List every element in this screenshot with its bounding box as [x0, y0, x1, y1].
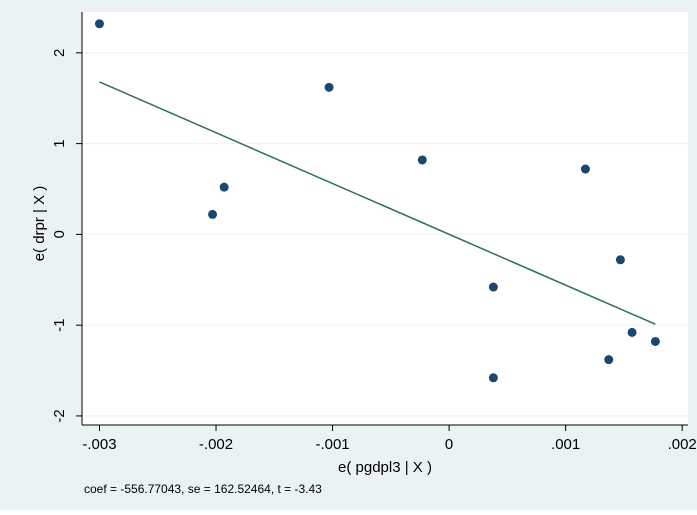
y-axis-title: e( drpr | X )	[31, 186, 48, 262]
data-point	[604, 355, 614, 365]
data-point	[219, 182, 229, 192]
x-tick-label: -.003	[82, 436, 116, 453]
y-tick-label: -1	[51, 318, 68, 331]
x-tick-label: -.002	[199, 436, 233, 453]
data-point	[580, 164, 590, 174]
scatter-points	[94, 19, 660, 383]
plot-area	[82, 12, 688, 425]
fitted-line	[99, 81, 656, 325]
fit-line-layer	[99, 81, 656, 325]
x-axis-title: e( pgdpl3 | X )	[338, 459, 432, 476]
y-tick-label: 2	[51, 49, 68, 57]
y-tick-label: -2	[51, 409, 68, 422]
data-point	[627, 327, 637, 337]
data-point	[417, 155, 427, 165]
y-tick-label: 1	[51, 139, 68, 147]
data-point	[208, 209, 218, 219]
data-point	[488, 373, 498, 383]
data-point	[488, 282, 498, 292]
data-point	[324, 82, 334, 92]
tick-marks: -.003 -.002 -.001 0 .001 .002 -2 -1 0 1 2	[51, 49, 697, 453]
axes	[81, 12, 688, 426]
x-tick-label: .001	[551, 436, 580, 453]
data-point	[94, 19, 104, 29]
y-tick-label: 0	[51, 230, 68, 238]
x-tick-label: .002	[668, 436, 697, 453]
gridlines	[82, 52, 688, 417]
data-point	[650, 336, 660, 346]
regression-note: coef = -556.77043, se = 162.52464, t = -…	[84, 482, 322, 496]
x-tick-label: 0	[445, 436, 453, 453]
data-point	[615, 255, 625, 265]
x-tick-label: -.001	[315, 436, 349, 453]
